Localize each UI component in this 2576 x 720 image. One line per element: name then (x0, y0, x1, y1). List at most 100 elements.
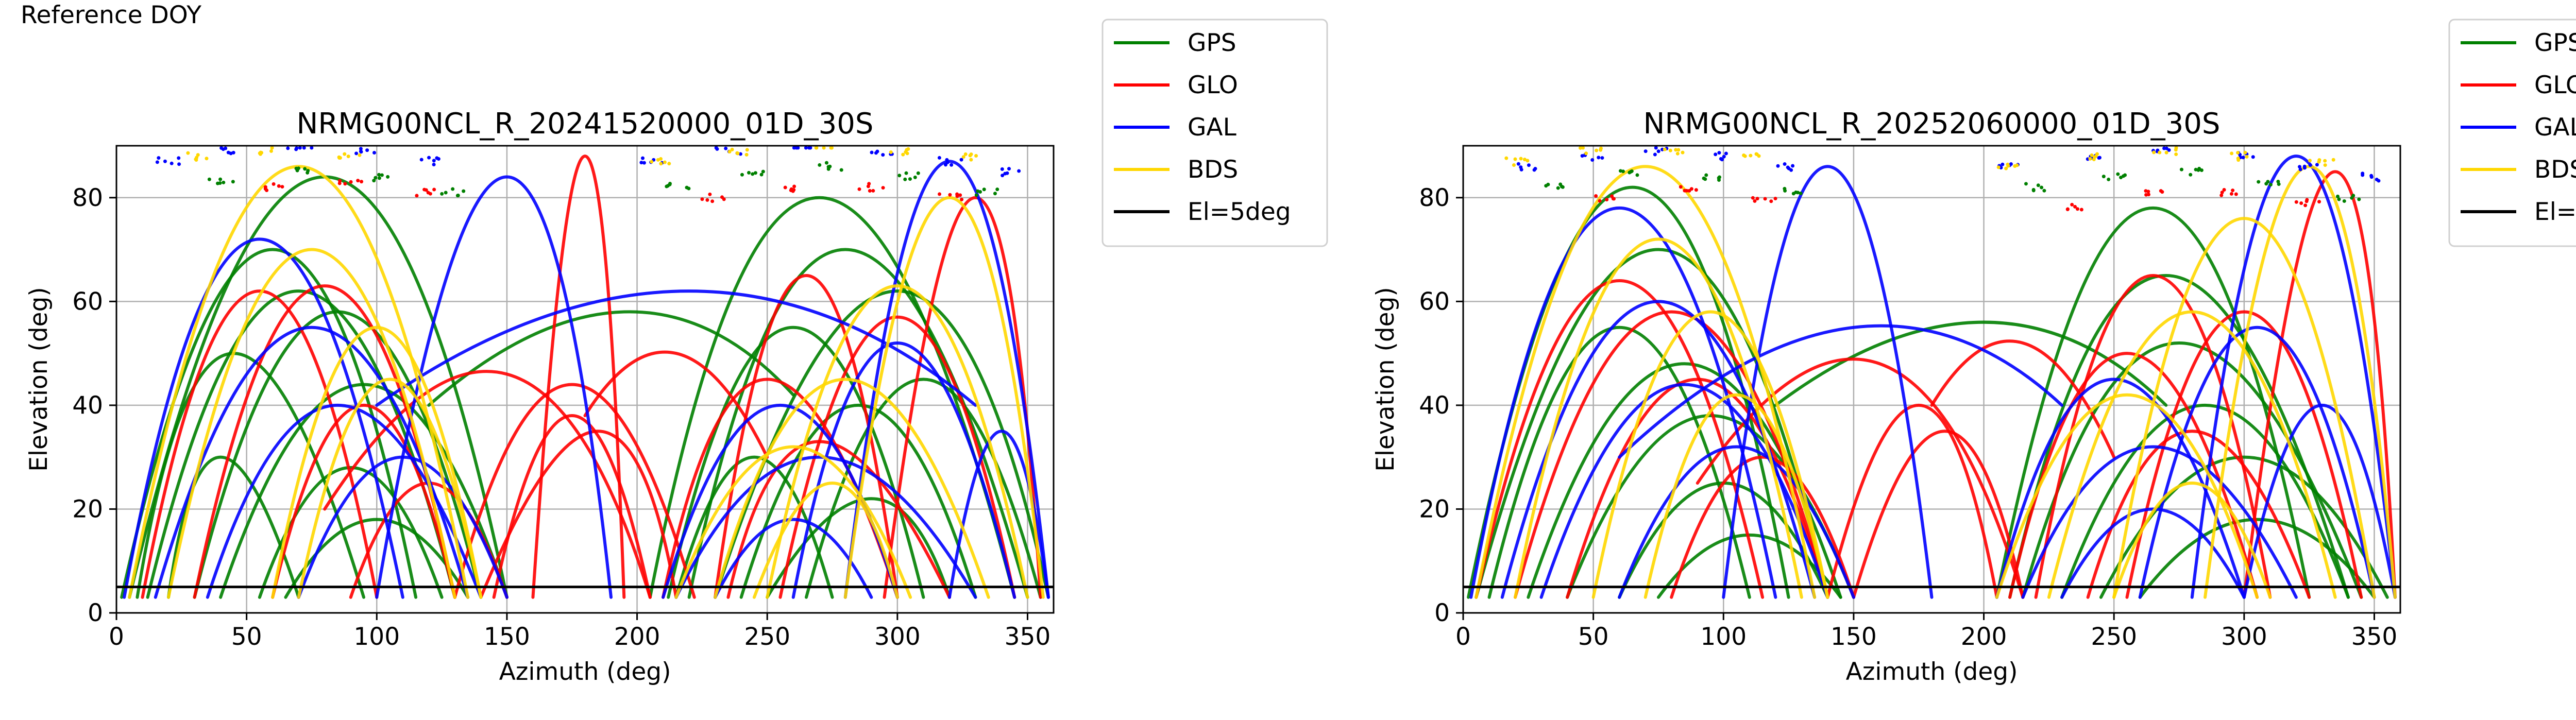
dot-point (2337, 197, 2341, 201)
y-tick-label: 0 (88, 599, 103, 627)
dot-point (2123, 173, 2127, 177)
dot-point (2036, 183, 2040, 187)
x-tick-label: 0 (109, 623, 124, 651)
series-arc-gps (1774, 320, 2168, 407)
dot-point (993, 192, 997, 196)
dot-point (1001, 174, 1005, 178)
series-arc-gal (843, 160, 1050, 599)
series-arc-bds (1514, 237, 1803, 599)
series-arc-gal (123, 237, 404, 599)
dot-point (1654, 146, 1658, 150)
series-arc-gal (1618, 445, 1855, 599)
dot-point (724, 146, 728, 150)
dot-point (1757, 154, 1761, 158)
dot-point (1751, 196, 1755, 200)
series-arc-bds (1591, 310, 1829, 599)
dot-point (1769, 199, 1773, 203)
dot-point (937, 156, 941, 160)
dot-point (2070, 202, 2074, 207)
dot-point (2164, 150, 2168, 155)
dot-point (1755, 197, 1759, 201)
dot-point (963, 152, 968, 156)
dot-point (298, 146, 302, 150)
dot-point (1635, 173, 1639, 177)
dot-point (277, 184, 281, 188)
dot-point (424, 188, 428, 192)
dot-point (2375, 178, 2379, 182)
dot-point (194, 157, 198, 161)
dot-point (995, 187, 999, 192)
dot-point (374, 176, 378, 180)
series-arc-bds (843, 196, 1045, 599)
dot-point (269, 149, 273, 153)
legend-label: GLO (1188, 71, 1238, 99)
dot-point (1681, 150, 1685, 155)
dot-point (2073, 204, 2077, 209)
dot-point (1527, 163, 1531, 167)
dot-point (1656, 149, 1660, 153)
dot-point (945, 158, 949, 162)
dot-point (881, 153, 885, 157)
series-arc-gps (2060, 403, 2350, 599)
y-tick-label: 20 (1419, 495, 1450, 523)
dot-point (157, 156, 161, 160)
axes-frame (1462, 145, 2401, 614)
series-arc-gal (2242, 403, 2397, 599)
dot-point (889, 150, 893, 155)
dot-point (1017, 169, 1021, 173)
dot-point (901, 152, 905, 157)
dot-point (2369, 174, 2374, 178)
dot-point (1533, 166, 1537, 170)
y-tick-label: 40 (72, 391, 103, 420)
dot-point (1675, 151, 1680, 156)
dot-point (2335, 194, 2340, 198)
series-arc-gal (2138, 325, 2376, 599)
dot-point (1611, 197, 1615, 201)
dot-point (263, 185, 267, 189)
dot-point (1516, 162, 1520, 166)
dot-point (1679, 185, 1683, 189)
dot-point (380, 173, 384, 177)
dot-point (667, 162, 671, 166)
dot-point (1787, 166, 1791, 170)
dot-point (2219, 193, 2224, 197)
dot-point (2042, 188, 2046, 193)
dot-point (1749, 153, 1753, 158)
dot-point (870, 150, 874, 155)
dot-point (2308, 159, 2312, 163)
dot-point (222, 180, 226, 184)
dot-point (961, 155, 965, 159)
series-arc-gps (1995, 206, 2311, 599)
dot-point (428, 192, 432, 196)
dot-point (2116, 172, 2120, 176)
dot-point (2024, 182, 2028, 186)
dot-point (359, 150, 363, 154)
dot-point (356, 179, 360, 183)
dot-point (1643, 149, 1648, 153)
series-arc-gps (1656, 534, 1842, 599)
dot-point (219, 146, 224, 150)
dot-point (1519, 157, 1523, 161)
dot-point (818, 163, 822, 167)
series-arc-glo (583, 350, 769, 459)
dot-point (1653, 152, 1657, 157)
dot-point (1776, 164, 1780, 168)
y-tick-label: 60 (72, 287, 103, 316)
dot-point (1799, 192, 1803, 196)
figure-suptitle: Reference DOY (21, 1, 201, 29)
series-arc-glo (1852, 430, 2025, 599)
series-arc-gal (375, 175, 613, 599)
dot-point (753, 171, 757, 175)
series-arc-glo (453, 383, 696, 599)
dot-point (1763, 197, 1767, 201)
dot-point (2160, 190, 2164, 194)
dot-point (272, 182, 276, 186)
dot-point (1513, 157, 1517, 161)
dot-point (1724, 151, 1728, 156)
dot-point (1546, 182, 1550, 186)
dot-point (943, 163, 947, 167)
dot-point (372, 179, 376, 183)
legend-label: GPS (2534, 29, 2576, 57)
dot-point (705, 198, 709, 202)
legend-label: GLO (2534, 71, 2576, 99)
